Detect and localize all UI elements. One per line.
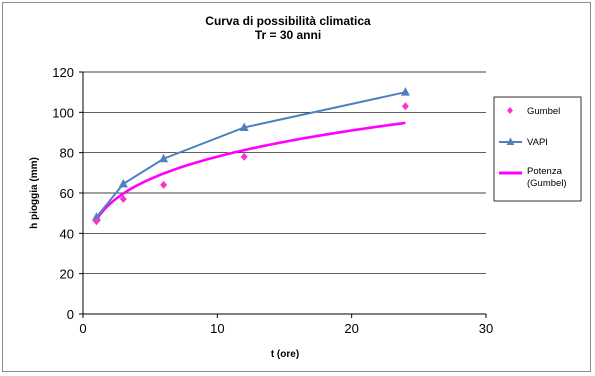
legend-label-potenza-line2: (Gumbel) [527,178,567,189]
x-tick-label-30: 30 [479,321,493,336]
y-tick-label-80: 80 [60,146,74,161]
series-layer [91,87,410,226]
y-tick-label-120: 120 [52,65,74,80]
series-vapi-point-1 [118,178,128,188]
legend-box [493,96,582,202]
series-gumbel-point-4 [401,102,409,111]
series-vapi-point-2 [159,153,169,163]
legend-label-gumbel: Gumbel [527,106,560,117]
y-axis-label: h pioggia (mm) [29,157,40,229]
x-tick-label-10: 10 [210,321,224,336]
legend-label-vapi: VAPI [527,137,548,148]
series-vapi-point-0 [91,212,101,221]
legend: Gumbel VAPI Potenza (Gumbel) [493,96,582,202]
grid-layer [83,71,486,315]
series-vapi-point-4 [400,87,410,96]
x-axis-label: t (ore) [271,349,299,360]
x-tick-label-20: 20 [344,321,358,336]
chart-frame [2,2,591,372]
series-gumbel-point-2 [160,180,168,189]
x-tick-label-0: 0 [79,321,86,336]
y-tick-label-60: 60 [60,186,74,201]
y-tick-label-20: 20 [60,267,74,282]
series-gumbel-point-1 [119,195,127,204]
y-tick-label-40: 40 [60,226,74,241]
chart-title-line2: Tr = 30 anni [255,28,321,42]
legend-label-potenza-line1: Potenza [527,166,563,177]
series-gumbel-point-0 [92,217,100,226]
chart-title-line1: Curva di possibilità climatica [205,14,371,28]
series-vapi-point-3 [239,122,249,131]
series-vapi-line [95,91,406,218]
axis-layer: 0 20 40 60 80 100 120 0 10 20 30 [52,65,493,336]
series-potenza-curve [95,121,406,221]
series-gumbel-point-3 [240,152,248,161]
legend-marker-gumbel [507,107,513,114]
legend-marker-vapi [506,137,515,145]
y-tick-label-0: 0 [67,307,74,322]
y-tick-label-100: 100 [52,105,74,120]
